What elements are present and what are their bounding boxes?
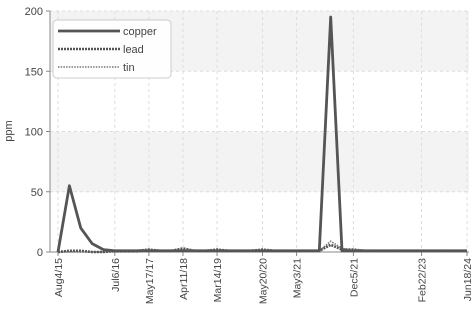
y-tick-label: 50 <box>31 187 43 199</box>
y-axis-label: ppm <box>3 120 15 141</box>
legend-label-tin: tin <box>123 62 135 74</box>
series-line-copper <box>56 15 467 253</box>
plot-band <box>50 71 469 132</box>
x-tick-label: May20/20 <box>258 258 270 304</box>
x-tick-label: Apr11/18 <box>178 258 190 300</box>
x-tick-label: May3/21 <box>292 258 304 298</box>
x-tick-label: Feb22/23 <box>417 258 429 303</box>
y-tick-label: 200 <box>25 6 43 18</box>
series-lines <box>56 15 467 254</box>
y-tick-label: 100 <box>25 127 43 139</box>
y-tick-labels: 0 50 100 150 200 <box>25 6 50 259</box>
x-tick-labels: Aug4/15 Jul6/16 May17/17 Apr11/18 Mar14/19 Ma… <box>53 252 471 304</box>
gridlines <box>50 10 469 253</box>
x-tick-label: Dec5/21 <box>348 258 360 297</box>
legend: copper lead tin <box>52 19 172 79</box>
legend-label-copper: copper <box>123 26 157 38</box>
y-tick-label: 0 <box>37 247 43 259</box>
x-tick-label: Jul6/16 <box>110 258 122 292</box>
x-tick-label: Jun18/24 <box>462 258 471 301</box>
x-tick-label: Mar14/19 <box>212 258 224 303</box>
x-tick-label: Aug4/15 <box>53 258 65 297</box>
plot-band <box>50 131 469 192</box>
plot-band <box>50 191 469 252</box>
legend-label-lead: lead <box>123 44 144 56</box>
y-tick-label: 150 <box>25 66 43 78</box>
x-tick-label: May17/17 <box>144 258 156 304</box>
